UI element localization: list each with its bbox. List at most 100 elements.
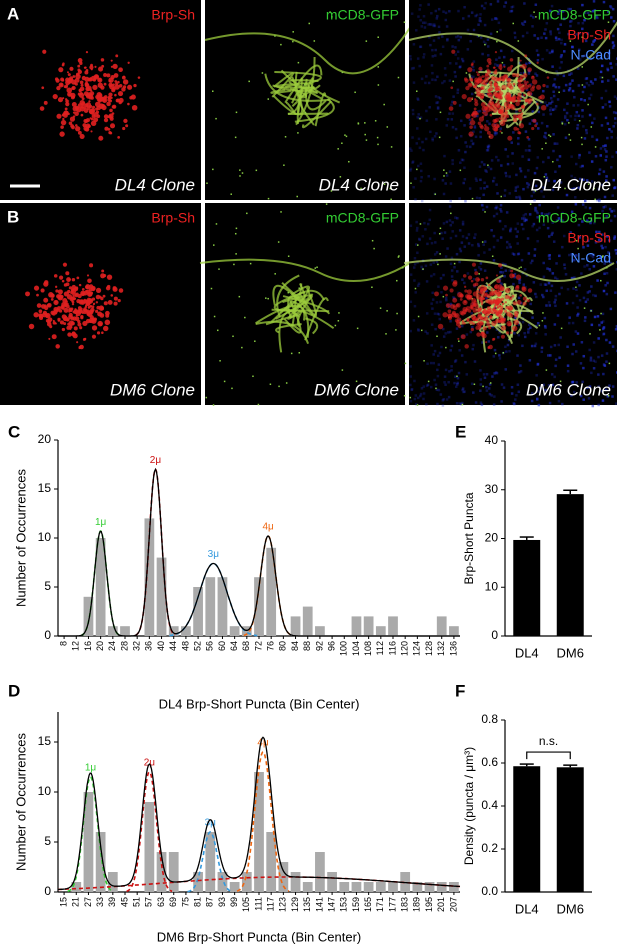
image-pixel [550,284,554,288]
image-pixel [586,264,589,267]
image-pixel [465,373,469,376]
image-pixel [417,329,420,332]
image-pixel [615,252,617,255]
image-pixel [233,263,235,266]
image-pixel [490,229,493,232]
image-pixel [285,382,288,384]
image-pixel [533,11,535,13]
image-pixel [444,255,448,258]
puncta [77,69,83,74]
puncta [88,100,91,103]
image-pixel [337,148,339,150]
image-pixel [546,354,550,357]
puncta [536,84,542,90]
image-pixel [421,235,425,238]
puncta [496,278,501,284]
image-pixel [441,237,444,240]
image-pixel [480,203,484,207]
image-pixel [599,70,603,74]
histogram-bar [339,882,350,892]
x-tick-label: 24 [107,641,117,651]
y-tick-label: 0.0 [481,884,498,898]
image-pixel [552,84,555,87]
histogram-bar [290,616,301,636]
image-pixel [550,4,554,8]
image-pixel [462,390,465,394]
neurite [281,281,306,301]
image-pixel [432,273,436,276]
image-pixel [475,196,479,200]
image-pixel [456,376,460,380]
image-pixel [413,256,417,260]
image-pixel [569,40,572,42]
image-pixel [430,23,433,26]
image-pixel [594,360,597,363]
image-pixel [206,182,208,184]
image-pixel [521,320,525,324]
image-pixel [502,64,506,67]
image-pixel [435,132,438,135]
image-pixel [486,38,490,41]
image-pixel [234,232,237,235]
image-pixel [615,268,617,271]
image-pixel [540,36,543,39]
x-tick-label: DM6 [557,901,584,916]
puncta [500,297,505,301]
puncta [86,274,90,277]
image-pixel [573,95,576,99]
image-pixel [296,195,298,198]
image-pixel [531,259,534,263]
image-pixel [615,78,617,81]
puncta [448,106,454,111]
y-tick-label: 0.8 [481,712,498,726]
puncta [505,114,510,119]
image-pixel [436,107,440,110]
image-pixel [504,368,507,371]
image-pixel [586,244,590,247]
image-pixel [491,375,494,378]
puncta [92,84,98,91]
image-pixel [420,176,423,179]
image-pixel [496,239,499,242]
x-tick-label: DL4 [515,901,539,916]
image-pixel [532,281,536,284]
image-pixel [602,218,605,222]
image-pixel [252,375,254,378]
image-pixel [499,208,502,211]
image-pixel [442,192,446,196]
image-pixel [479,36,483,39]
puncta [501,84,507,91]
puncta [84,305,88,309]
image-pixel [501,262,505,266]
image-pixel [518,267,521,269]
image-pixel [566,369,570,373]
image-pixel [416,168,418,171]
image-pixel [534,184,538,188]
image-pixel [542,223,546,226]
image-pixel [555,142,559,145]
image-pixel [544,326,547,329]
image-pixel [298,352,301,354]
neurite [291,90,302,115]
puncta [84,66,87,69]
puncta [488,80,493,85]
image-pixel [525,182,529,185]
image-pixel [539,283,543,286]
puncta [81,97,85,101]
image-pixel [607,239,611,242]
puncta [531,75,535,78]
image-pixel [560,41,563,45]
puncta [470,302,476,308]
x-tick-label: 52 [192,641,202,651]
image-pixel [601,80,604,83]
puncta [473,107,477,111]
panel-letter: E [455,422,466,441]
image-pixel [445,346,447,349]
image-pixel [536,58,540,62]
image-pixel [521,344,524,348]
image-pixel [528,144,531,148]
image-pixel [458,340,460,342]
image-pixel [462,181,465,185]
image-pixel [602,372,605,376]
puncta [65,98,68,101]
